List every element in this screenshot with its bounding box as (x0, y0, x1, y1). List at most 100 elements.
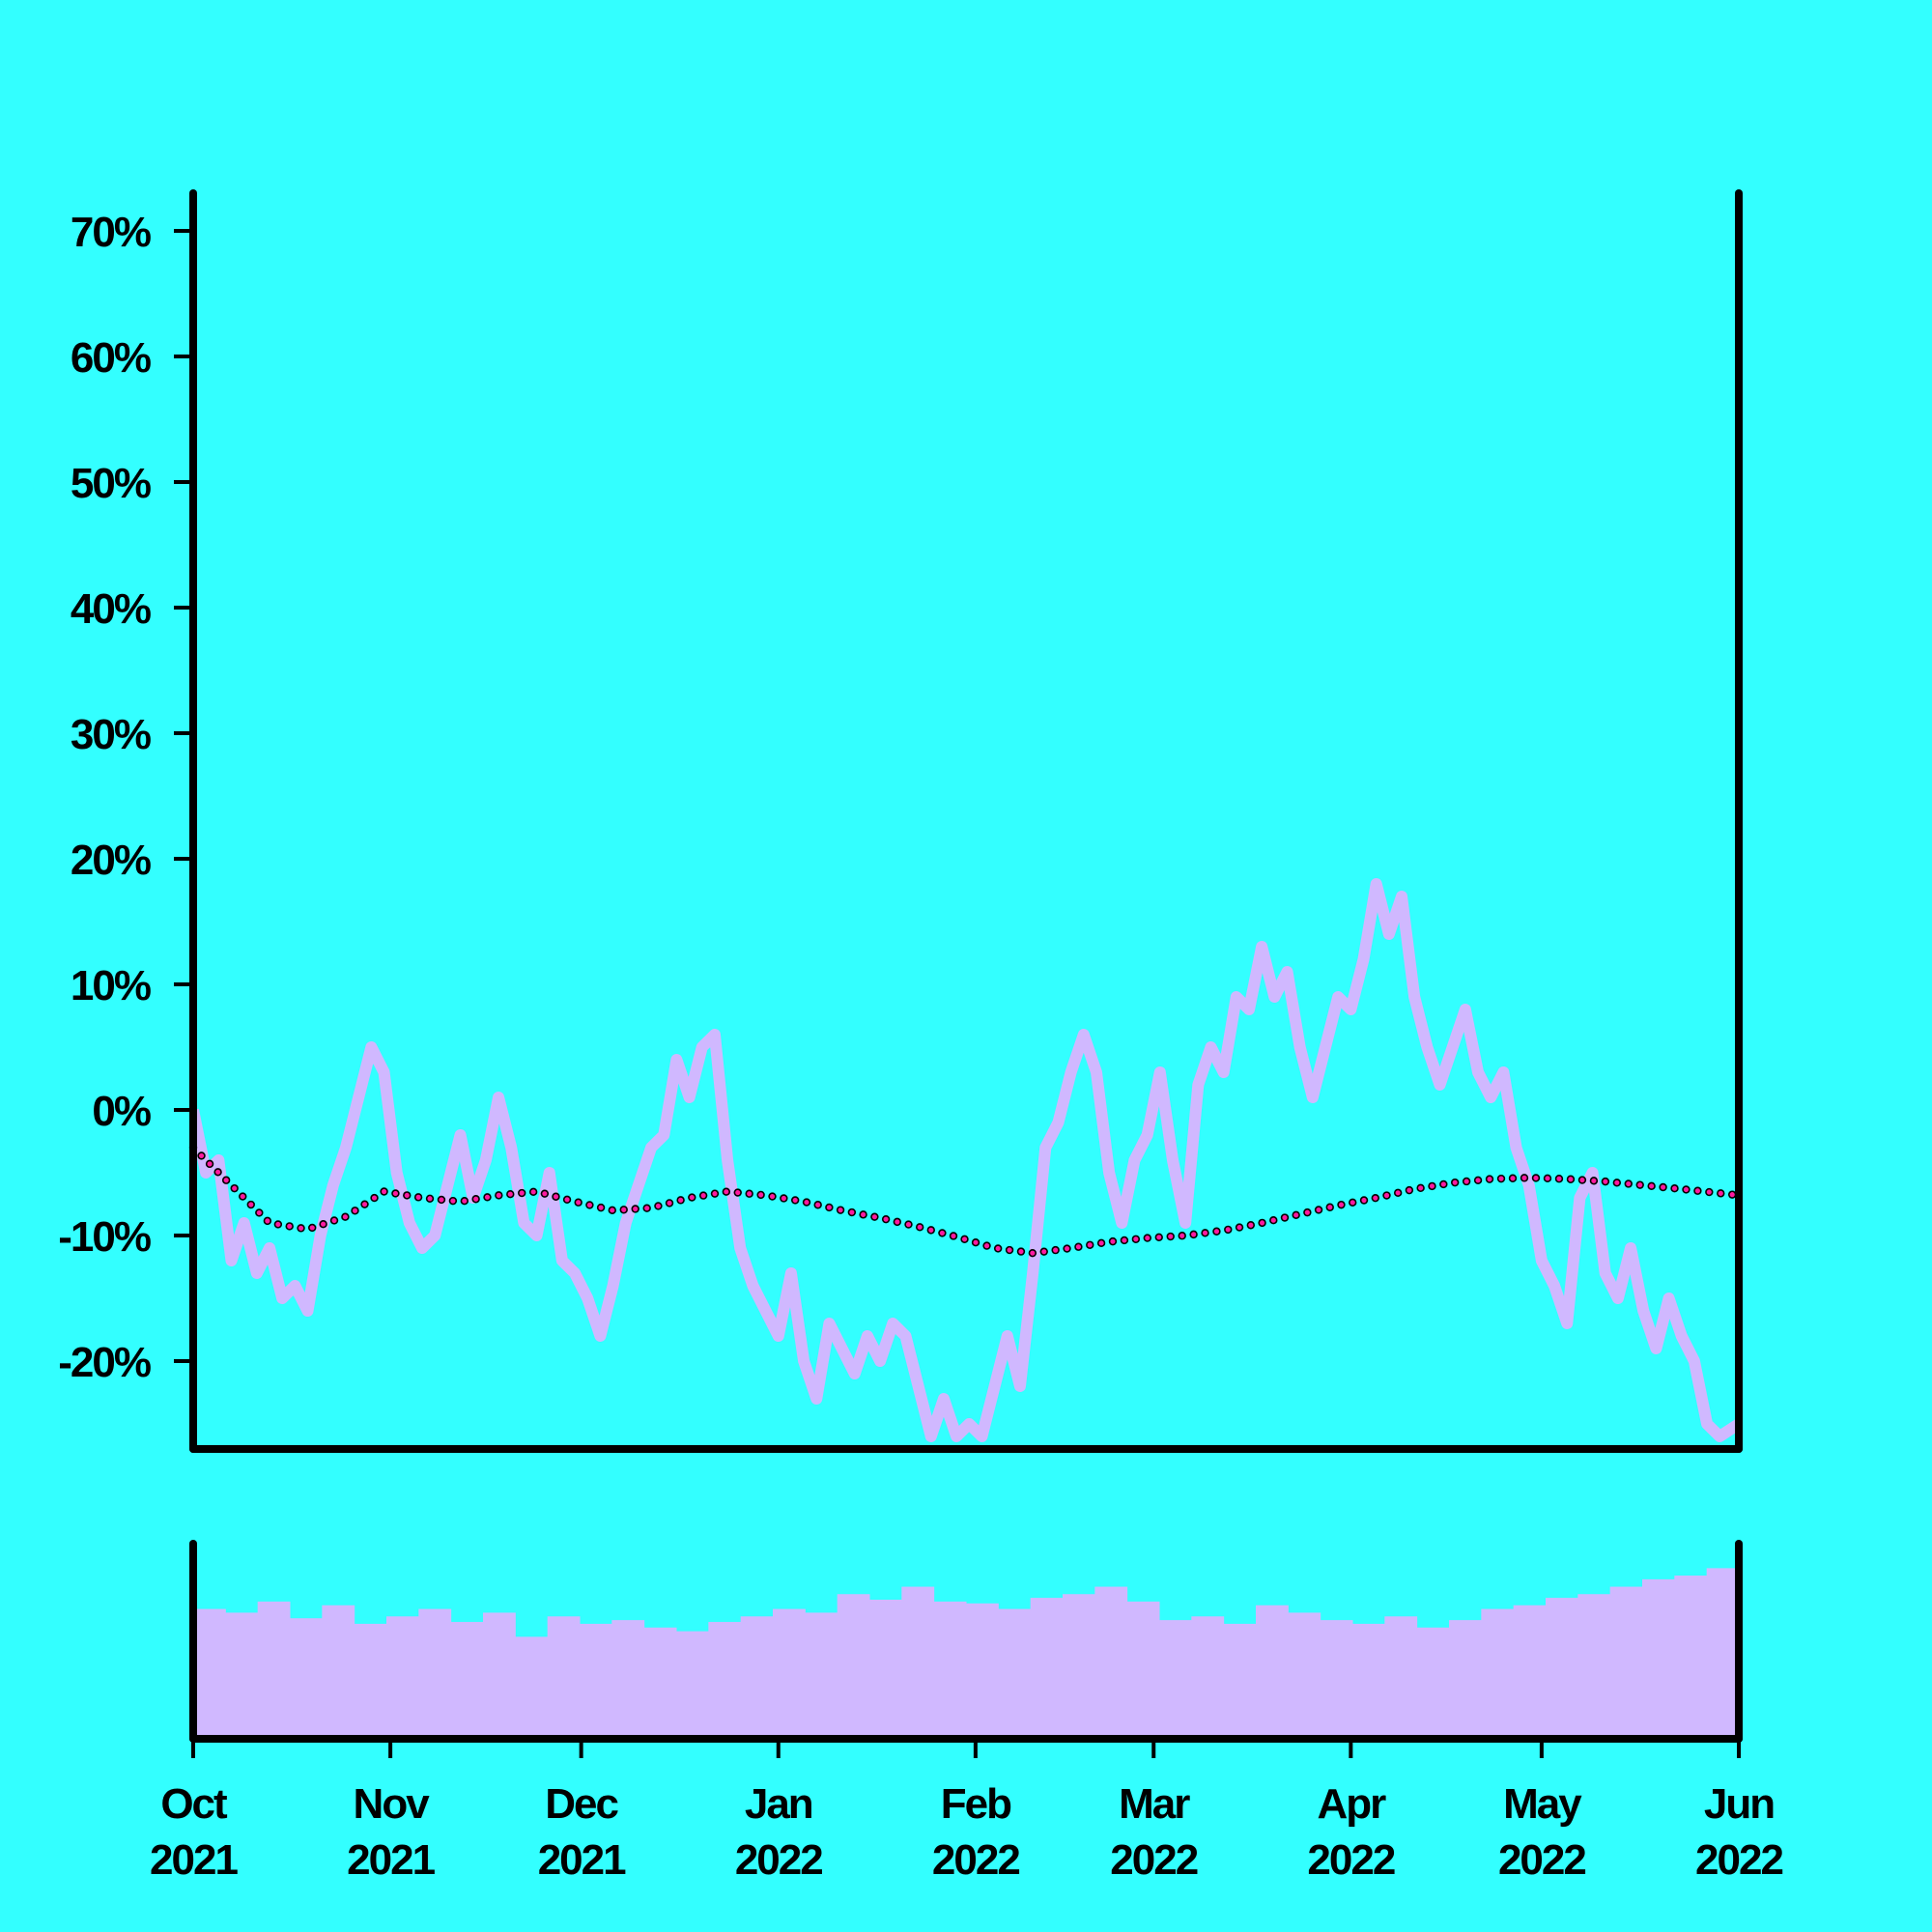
volume-bar (354, 1623, 387, 1739)
x-tick-year: 2022 (1110, 1836, 1197, 1884)
trend-dot (904, 1220, 913, 1229)
x-tick-year: 2022 (1695, 1836, 1782, 1884)
trend-dot (263, 1216, 272, 1226)
trend-dot (631, 1205, 639, 1213)
trend-dot (1647, 1181, 1656, 1191)
volume-bar (1577, 1594, 1611, 1739)
volume-bar (611, 1620, 645, 1739)
trend-dot (341, 1212, 350, 1221)
x-tick-year: 2021 (347, 1836, 435, 1884)
trend-dot (780, 1194, 788, 1203)
volume-bar (1223, 1623, 1257, 1739)
trend-dot (1577, 1176, 1587, 1184)
trend-dot (1016, 1247, 1026, 1256)
volume-bar (1191, 1616, 1225, 1739)
trend-dot (1074, 1242, 1083, 1251)
y-tick-label: 60% (71, 334, 151, 382)
trend-dot (1717, 1189, 1725, 1198)
x-tick-year: 2022 (1307, 1836, 1394, 1884)
trend-dot (197, 1151, 206, 1160)
trend-dot (1292, 1210, 1300, 1220)
volume-bar (322, 1605, 355, 1739)
volume-bar (643, 1627, 677, 1739)
trend-dot (1612, 1179, 1622, 1187)
trend-dot (1314, 1206, 1323, 1214)
trend-dot (540, 1189, 550, 1198)
trend-dot (1393, 1188, 1403, 1198)
y-tick-label: 10% (71, 962, 151, 1009)
trend-dot (1359, 1196, 1369, 1205)
volume-bar (1546, 1598, 1578, 1739)
trend-dot (1051, 1245, 1060, 1255)
trend-dot (552, 1192, 560, 1201)
trend-dot (1154, 1233, 1163, 1242)
trend-dot (756, 1190, 765, 1200)
x-tick-month: Oct (160, 1780, 228, 1828)
volume-bars (193, 1568, 1740, 1739)
trend-dot (1693, 1186, 1702, 1195)
axes (189, 189, 1743, 1743)
trend-dot (1439, 1179, 1448, 1189)
trend-dot (483, 1193, 492, 1202)
trend-dot (1727, 1190, 1737, 1199)
main-series-layer (193, 878, 1739, 1442)
trend-dot (273, 1220, 283, 1229)
trend-dot (1178, 1232, 1186, 1240)
volume-bar (1449, 1620, 1482, 1739)
volume-bar (1384, 1616, 1418, 1739)
trend-dot (1659, 1182, 1667, 1192)
trend-dot (360, 1200, 369, 1208)
trend-dot (733, 1188, 742, 1197)
trend-dot (1246, 1221, 1256, 1230)
trend-dot (1682, 1185, 1690, 1194)
y-axis-labels: 70% 60% 50% 40% 30% 20% 10% 0% -10% -20% (58, 209, 193, 1386)
trend-dot (1224, 1225, 1233, 1235)
x-tick-month: Feb (941, 1780, 1011, 1828)
y-tick-label: 50% (71, 460, 151, 507)
trend-dot (413, 1193, 423, 1202)
trend-dot (870, 1212, 879, 1221)
trend-dot (351, 1207, 359, 1215)
trend-dot (1039, 1247, 1048, 1256)
trend-dot (1108, 1236, 1118, 1246)
trend-dot (239, 1192, 247, 1201)
volume-bar (515, 1636, 549, 1739)
trend-dot (437, 1195, 446, 1205)
volume-bar (708, 1622, 742, 1739)
trend-dot (1520, 1174, 1529, 1182)
trend-dot (460, 1196, 469, 1206)
trend-dot (676, 1196, 685, 1205)
trend-dot (1131, 1235, 1141, 1243)
x-tick-month: Dec (545, 1780, 618, 1828)
trend-dot (893, 1217, 902, 1227)
trend-dot (938, 1229, 947, 1237)
trend-dot (1416, 1183, 1425, 1193)
volume-bar (547, 1616, 581, 1739)
trend-dot (319, 1220, 327, 1229)
trend-dot (1325, 1203, 1334, 1211)
trend-dot (1063, 1244, 1071, 1253)
volume-bar (1063, 1594, 1095, 1739)
trend-dot (881, 1214, 891, 1224)
volume-bar (1352, 1623, 1385, 1739)
trend-dot (1496, 1174, 1506, 1183)
trend-dot (654, 1202, 663, 1210)
volume-bar (1513, 1605, 1547, 1739)
trend-dot (619, 1206, 628, 1214)
trend-dot (574, 1198, 582, 1207)
trend-dot (1212, 1227, 1221, 1236)
trend-dot (971, 1237, 980, 1247)
trend-dot (665, 1199, 674, 1208)
trend-dot (205, 1159, 214, 1169)
trend-dot (1120, 1236, 1129, 1245)
volume-bar (386, 1616, 419, 1739)
trend-dot (1508, 1174, 1518, 1182)
trend-dot (1428, 1181, 1436, 1191)
volume-bar (1288, 1612, 1321, 1739)
trend-dot (1601, 1177, 1610, 1186)
volume-bar (1256, 1605, 1289, 1739)
x-tick-year: 2022 (932, 1836, 1019, 1884)
volume-bar (676, 1631, 709, 1739)
trend-dot (425, 1194, 435, 1203)
trend-dot (642, 1204, 651, 1212)
